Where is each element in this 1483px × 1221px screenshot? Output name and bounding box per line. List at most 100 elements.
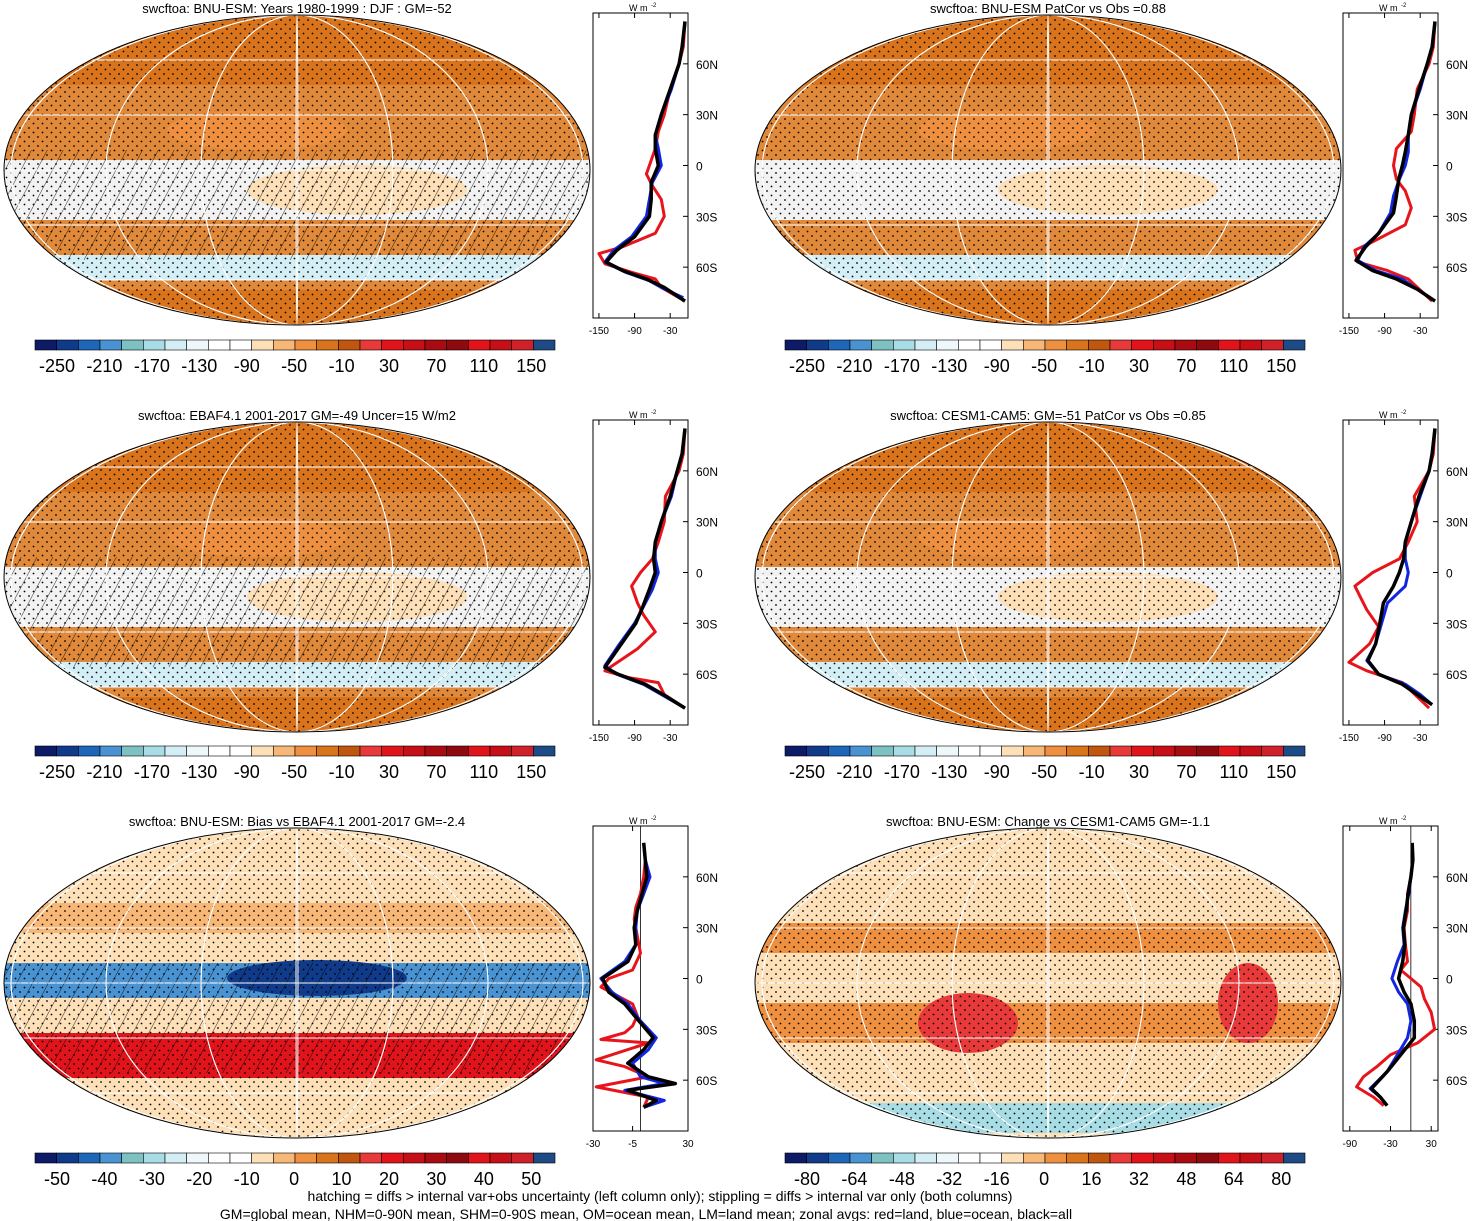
colorbar-swatch <box>1283 339 1306 351</box>
zonal-x-label: -30 <box>663 326 678 337</box>
zonal-units-sup: -2 <box>1401 816 1407 822</box>
colorbar-swatch <box>316 1152 339 1164</box>
colorbar-tick-label: -250 <box>789 356 825 376</box>
panel-title: swcftoa: CESM1-CAM5: GM=-51 PatCor vs Ob… <box>890 408 1206 423</box>
colorbar-swatch <box>893 745 916 757</box>
colorbar-tick-label: -250 <box>789 762 825 782</box>
zonal-lat-label: 60N <box>696 871 718 885</box>
colorbar-swatch <box>1261 745 1284 757</box>
zonal-frame <box>1342 419 1439 726</box>
zonal-x-label: -30 <box>586 1139 601 1150</box>
colorbar-swatch <box>1153 745 1176 757</box>
zonal-lat-label: 30S <box>1446 210 1467 224</box>
zonal-x-label: -90 <box>627 326 642 337</box>
graticule-lon <box>1046 828 1050 1138</box>
colorbar-tick-label: -16 <box>984 1169 1010 1189</box>
zonal-x-label: -90 <box>1343 1139 1358 1150</box>
colorbar-tick-label: 150 <box>1266 762 1296 782</box>
colorbar-tick-label: 70 <box>426 356 446 376</box>
colorbar-swatch <box>1131 1152 1154 1164</box>
colorbar-tick-label: -48 <box>889 1169 915 1189</box>
colorbar-swatch <box>936 1152 959 1164</box>
zonal-x-label: -150 <box>589 326 609 337</box>
colorbar-tick-label: 70 <box>426 762 446 782</box>
graticule-lon <box>200 15 394 325</box>
colorbar-swatch <box>1196 1152 1219 1164</box>
colorbar-tick-label: -50 <box>1031 762 1057 782</box>
colorbar-tick-label: -130 <box>181 762 217 782</box>
colorbar-tick-label: -90 <box>234 762 260 782</box>
colorbar-swatch <box>979 339 1002 351</box>
colorbar-swatch <box>1088 1152 1111 1164</box>
zonal-series-land <box>594 842 650 1108</box>
colorbar-swatch <box>1109 1152 1132 1164</box>
colorbar-swatch <box>871 339 894 351</box>
colorbar-swatch <box>1218 1152 1241 1164</box>
colorbar-swatch <box>294 1152 317 1164</box>
zonal-series-all <box>1369 842 1417 1107</box>
panel-title: swcftoa: BNU-ESM: Change vs CESM1-CAM5 G… <box>886 814 1210 829</box>
colorbar-swatch <box>1001 745 1024 757</box>
zonal-x-label: -30 <box>1413 733 1428 744</box>
zonal-x-label: -150 <box>1339 733 1359 744</box>
map-field <box>755 828 1341 1138</box>
colorbar-swatch <box>56 745 79 757</box>
colorbar-swatch <box>1088 339 1111 351</box>
colorbar-tick-label: 30 <box>1129 762 1149 782</box>
colorbar-swatch <box>229 339 252 351</box>
zonal-series-all <box>1354 21 1437 303</box>
colorbar-swatch <box>164 339 187 351</box>
colorbar-swatch <box>1239 339 1262 351</box>
zonal-x-label: -5 <box>628 1139 637 1150</box>
zonal-units-sup: -2 <box>651 410 657 416</box>
zonal-lat-label: 60S <box>1446 261 1467 275</box>
colorbar-tick-label: 30 <box>379 356 399 376</box>
colorbar-swatch <box>338 745 361 757</box>
colorbar-swatch <box>1023 745 1046 757</box>
zonal-lat-label: 60N <box>696 58 718 72</box>
colorbar-swatch <box>958 745 981 757</box>
colorbar-swatch <box>1196 339 1219 351</box>
colorbar-swatch <box>979 745 1002 757</box>
footnote-line1: hatching = diffs > internal var+obs unce… <box>308 1188 1013 1204</box>
map-field <box>755 15 1341 325</box>
colorbar-tick-label: 30 <box>1129 356 1149 376</box>
colorbar-swatch <box>1239 1152 1262 1164</box>
colorbar-tick-label: -10 <box>329 356 355 376</box>
colorbar-swatch <box>1131 745 1154 757</box>
colorbar-swatch <box>1131 339 1154 351</box>
zonal-lat-label: 30N <box>696 109 718 123</box>
colorbar-swatch <box>164 745 187 757</box>
colorbar-swatch <box>1174 339 1197 351</box>
colorbar-swatch <box>1261 1152 1284 1164</box>
map-field <box>4 422 590 732</box>
colorbar-tick-label: -10 <box>234 1169 260 1189</box>
zonal-lat-label: 0 <box>1446 160 1453 174</box>
colorbar-tick-label: -170 <box>134 762 170 782</box>
graticule-lon <box>951 828 1145 1138</box>
colorbar-swatch <box>958 1152 981 1164</box>
graticule-lon <box>951 15 1145 325</box>
zonal-x-label: -30 <box>1413 326 1428 337</box>
map-field <box>755 422 1341 732</box>
colorbar-swatch <box>806 339 829 351</box>
graticule-lon <box>951 422 1145 732</box>
colorbar-swatch <box>403 745 426 757</box>
colorbar-swatch <box>273 745 296 757</box>
colorbar-swatch <box>849 1152 872 1164</box>
map-border <box>754 421 1342 733</box>
zonal-x-label: -150 <box>589 733 609 744</box>
colorbar-swatch <box>186 1152 209 1164</box>
graticule-lon <box>761 828 1335 1138</box>
colorbar-tick-label: -64 <box>841 1169 867 1189</box>
colorbar-swatch <box>99 745 122 757</box>
colorbar-swatch <box>1088 745 1111 757</box>
colorbar-swatch <box>1023 339 1046 351</box>
zonal-lat-label: 0 <box>696 160 703 174</box>
graticule-lon <box>856 15 1240 325</box>
colorbar-swatch <box>403 339 426 351</box>
colorbar-swatch <box>251 339 274 351</box>
colorbar-swatch <box>1044 339 1067 351</box>
colorbar-swatch <box>1044 1152 1067 1164</box>
